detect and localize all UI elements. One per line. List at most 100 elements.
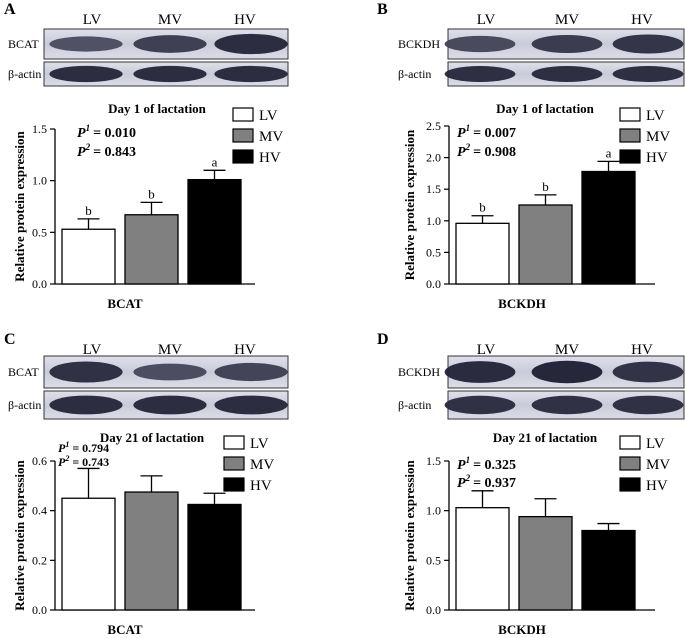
blot-band <box>49 361 123 383</box>
blot-band <box>133 395 207 415</box>
p-superscript: 1 <box>466 455 471 465</box>
legend-label: MV <box>250 457 274 473</box>
y-tick-label: 0.2 <box>32 553 47 567</box>
x-axis-label: BCKDH <box>498 296 546 311</box>
blot-band <box>214 33 288 55</box>
lane-label: LV <box>83 12 102 28</box>
bar-hv <box>581 529 636 611</box>
blot-band <box>612 34 684 54</box>
p-value-text: = 0.007 <box>473 126 516 141</box>
y-tick-label: 0.0 <box>426 603 441 617</box>
panel-d: D LV MV HV BCKDH β-actin Day 21 of lactation 0.… <box>377 331 685 637</box>
significance-letter: b <box>148 186 155 201</box>
lane-label: MV <box>158 12 182 28</box>
p-value-1: P1 = 0.007 <box>457 123 516 141</box>
blot-band <box>49 65 123 83</box>
legend-label: MV <box>259 129 283 145</box>
panel-c: C LV MV HV BCAT β-actin Day 21 of lactation 0.0… <box>4 331 289 637</box>
p-value-2: P2 = 0.743 <box>58 454 109 469</box>
legend-swatch <box>619 435 641 450</box>
p-superscript: 1 <box>86 123 91 133</box>
legend-label: MV <box>646 129 670 145</box>
bar-mv <box>518 204 573 285</box>
y-tick-label: 1.0 <box>426 214 441 228</box>
blot-band <box>531 34 603 54</box>
y-tick-label: 2.5 <box>426 119 441 133</box>
blot-band <box>531 395 603 415</box>
y-tick-label: 1.5 <box>32 122 47 136</box>
p-value-text: = 0.937 <box>473 476 516 491</box>
blot-band <box>444 361 516 383</box>
y-axis-label: Relative protein expression <box>12 131 27 282</box>
legend-swatch <box>232 128 254 143</box>
p-value-text: = 0.908 <box>473 145 516 160</box>
y-tick-label: 0.5 <box>426 553 441 567</box>
lane-label: LV <box>83 342 102 358</box>
blot-band <box>444 395 516 415</box>
p-value-text: = 0.794 <box>72 441 109 455</box>
y-tick-label: 1.5 <box>426 182 441 196</box>
blot-band <box>214 65 288 83</box>
legend-label: MV <box>646 457 670 473</box>
p-symbol: P <box>58 455 66 469</box>
blot-band <box>531 66 603 82</box>
p-superscript: 2 <box>64 454 69 463</box>
p-value-1: P1 = 0.794 <box>58 440 109 455</box>
lane-label: MV <box>555 12 579 28</box>
p-value-text: = 0.325 <box>473 458 516 473</box>
blot-band <box>444 66 516 82</box>
blot-band <box>133 35 207 53</box>
legend-label: HV <box>250 478 272 494</box>
p-value-text: = 0.743 <box>72 455 109 469</box>
blot-label: BCKDH <box>398 37 440 51</box>
panel-letter: B <box>377 1 388 18</box>
p-value-1: P1 = 0.325 <box>457 455 516 473</box>
p-superscript: 2 <box>465 473 471 483</box>
lane-label: HV <box>234 342 256 358</box>
legend-label: LV <box>259 108 278 124</box>
p-superscript: 2 <box>465 142 471 152</box>
bar-lv <box>455 507 510 611</box>
panel-b: B LV MV HV BCKDH β-actin Day 1 of lactation 0.0… <box>377 1 685 311</box>
bar-hv <box>187 503 242 611</box>
lane-label: MV <box>555 342 579 358</box>
significance-letter: b <box>479 200 486 215</box>
blot-band <box>214 362 288 382</box>
x-axis-label: BCKDH <box>498 622 546 637</box>
blot-label: BCAT <box>8 365 39 379</box>
p-value-1: P1 = 0.010 <box>77 123 136 141</box>
p-symbol: P <box>58 441 66 455</box>
y-tick-label: 0.5 <box>426 245 441 259</box>
blot-label: BCKDH <box>398 365 440 379</box>
legend-label: HV <box>646 478 668 494</box>
panel-letter: C <box>4 331 16 348</box>
legend-label: LV <box>646 108 665 124</box>
blot-band <box>133 65 207 83</box>
y-tick-label: 1.0 <box>426 504 441 518</box>
y-axis-label: Relative protein expression <box>402 129 417 280</box>
lane-label: HV <box>631 12 653 28</box>
p-value-2: P2 = 0.937 <box>457 473 516 491</box>
chart-title: Day 21 of lactation <box>100 430 205 445</box>
panel-letter: D <box>377 331 389 348</box>
p-superscript: 2 <box>85 142 91 152</box>
bar-lv <box>61 497 116 611</box>
p-superscript: 1 <box>65 440 69 449</box>
lane-label: HV <box>631 342 653 358</box>
chart-title: Day 1 of lactation <box>496 101 595 116</box>
blot-label: BCAT <box>8 37 39 51</box>
y-tick-label: 1.0 <box>32 174 47 188</box>
panel-a: A LV MV HV BCAT β-actin Day 1 of lactation 0.0 0… <box>4 1 289 311</box>
significance-letter: a <box>212 154 218 169</box>
p-symbol: P <box>457 126 466 141</box>
p-value-2: P2 = 0.908 <box>457 142 516 160</box>
lane-label: LV <box>477 342 496 358</box>
p-symbol: P <box>457 476 466 491</box>
legend-label: LV <box>646 436 665 452</box>
blot-band <box>133 363 207 381</box>
legend-label: HV <box>646 150 668 166</box>
bar-hv <box>187 178 242 285</box>
legend-label: LV <box>250 436 269 452</box>
bar-mv <box>518 515 573 611</box>
y-tick-label: 0.0 <box>426 277 441 291</box>
